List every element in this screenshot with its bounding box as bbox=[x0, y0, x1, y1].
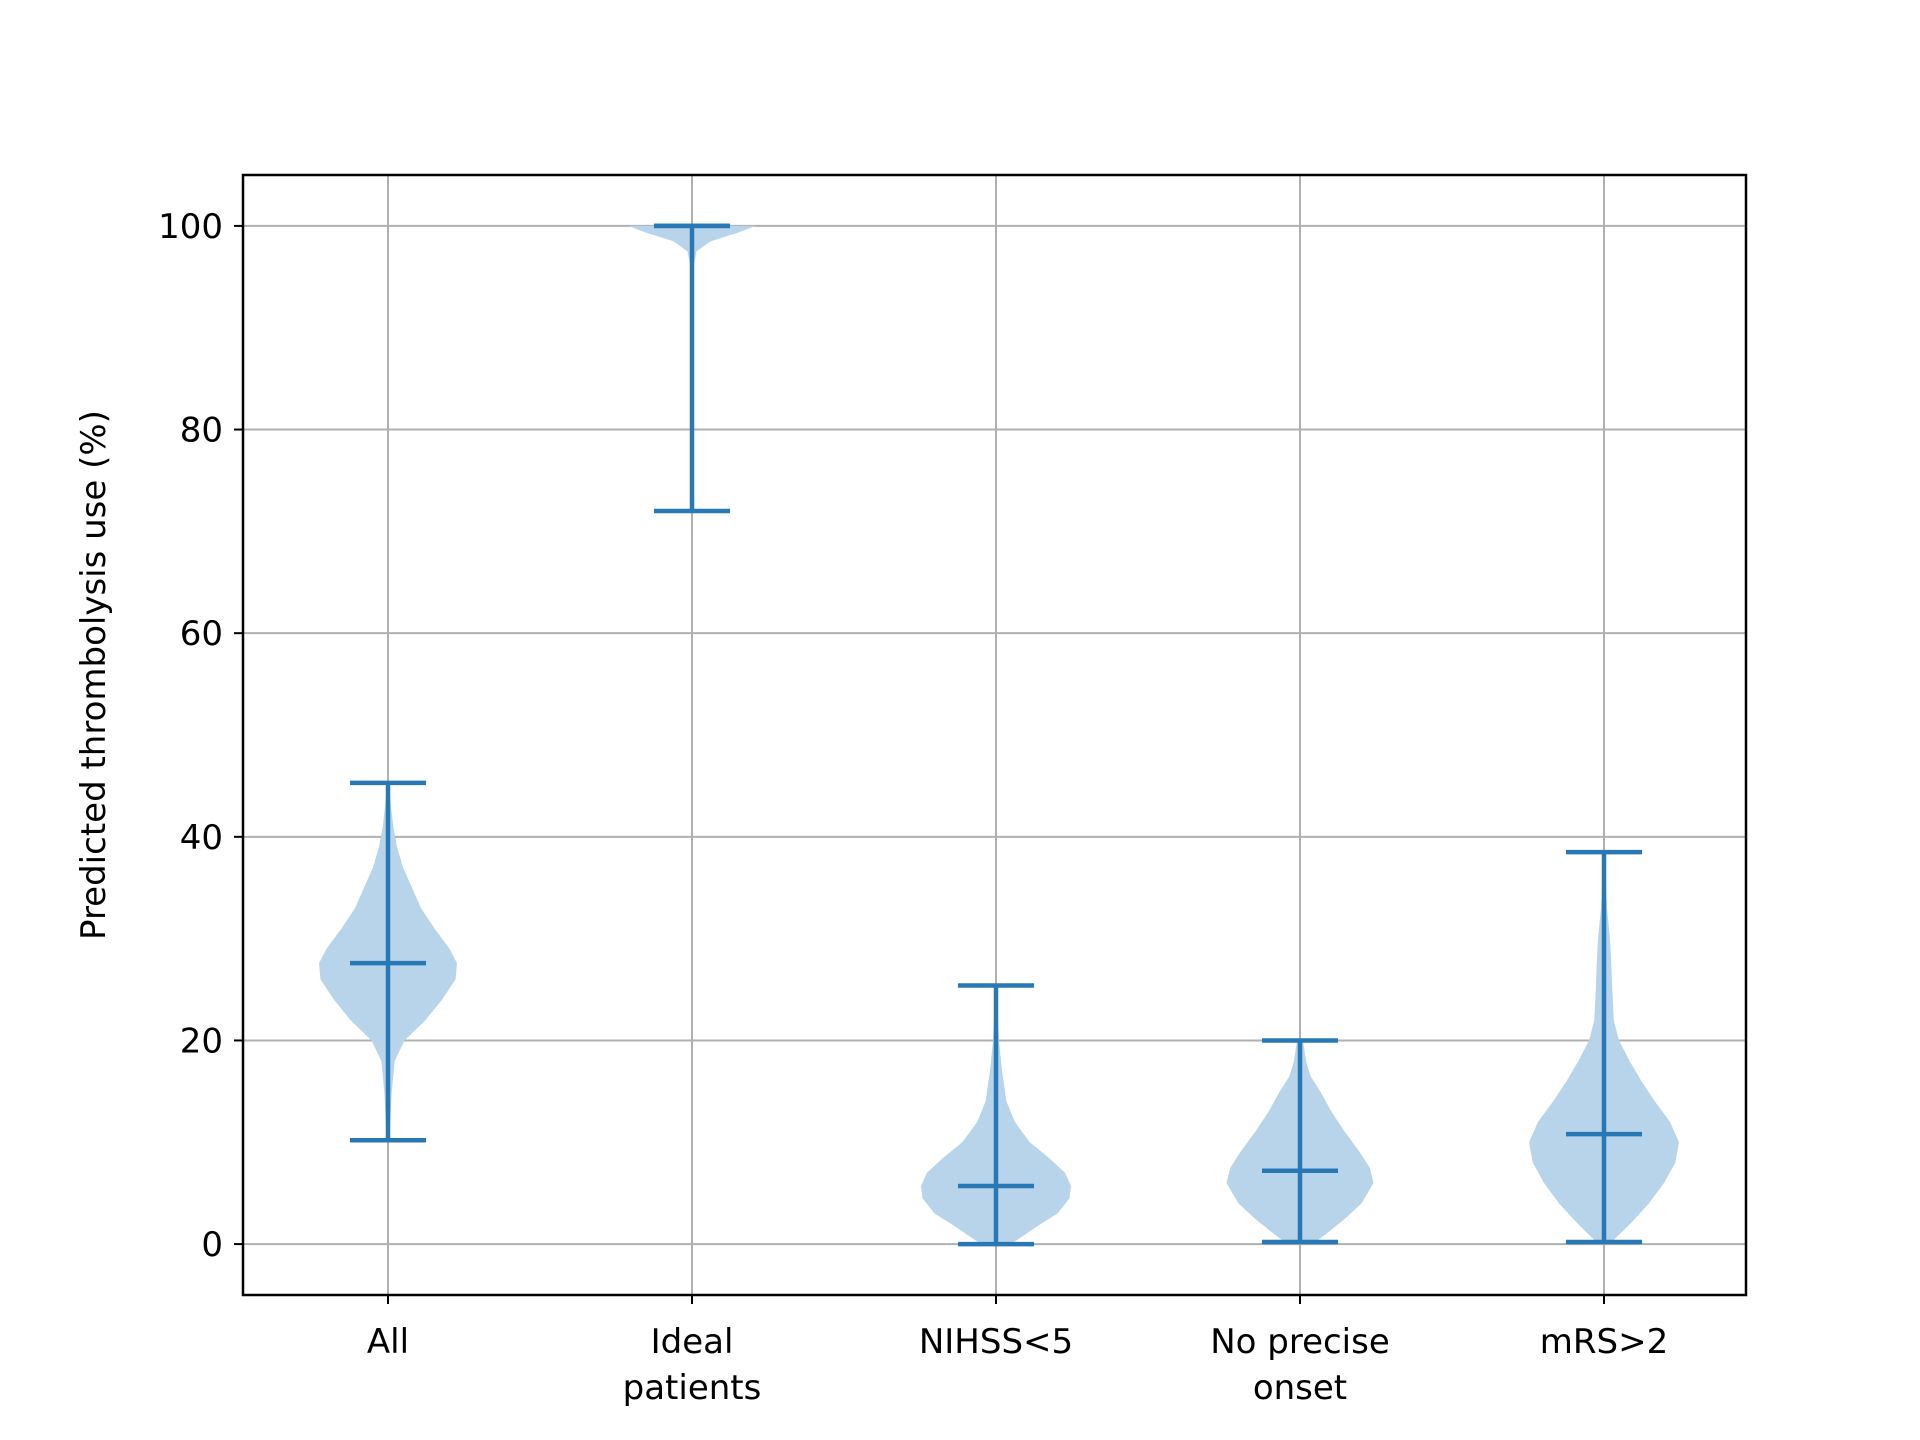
y-axis: 0 20 40 60 80 100 bbox=[158, 207, 243, 1265]
y-tick-label: 40 bbox=[180, 818, 223, 858]
y-tick-label: 80 bbox=[180, 411, 223, 451]
y-tick-label: 20 bbox=[180, 1021, 223, 1061]
violin-group bbox=[921, 983, 1071, 1247]
x-tick-label: All bbox=[367, 1322, 409, 1362]
x-tick-label: Ideal patients bbox=[623, 1322, 762, 1408]
y-tick-label: 100 bbox=[158, 207, 223, 247]
violin-group bbox=[319, 780, 457, 1143]
violins bbox=[319, 223, 1679, 1247]
y-tick-label: 60 bbox=[180, 614, 223, 654]
violin-group bbox=[1529, 849, 1679, 1245]
violin-group bbox=[628, 223, 756, 514]
x-axis: All Ideal patients NIHSS<5 No precise onset mR… bbox=[367, 1295, 1668, 1408]
y-tick-label: 0 bbox=[201, 1225, 223, 1265]
x-tick-label: NIHSS<5 bbox=[919, 1322, 1073, 1362]
x-tick-label: No precise onset bbox=[1210, 1322, 1390, 1408]
violin-group bbox=[1226, 1038, 1374, 1245]
x-tick-label: mRS>2 bbox=[1540, 1322, 1668, 1362]
y-axis-label: Predicted thrombolysis use (%) bbox=[74, 410, 114, 940]
plot-frame bbox=[241, 173, 1748, 1297]
